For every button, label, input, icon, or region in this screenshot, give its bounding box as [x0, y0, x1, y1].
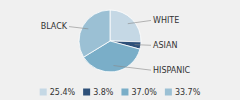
leader-line — [113, 66, 151, 71]
pie-slice — [79, 10, 110, 57]
leader-line — [128, 20, 151, 23]
legend: 25.4% 3.8% 37.0% 33.7% — [40, 88, 201, 97]
leader-line — [135, 44, 151, 46]
legend-swatch — [121, 89, 128, 96]
slice-labels: WHITE ASIAN HISPANIC BLACK — [41, 16, 191, 75]
legend-label: 3.8% — [93, 88, 114, 97]
slice-label: WHITE — [153, 16, 179, 25]
chart: WHITE ASIAN HISPANIC BLACK 25.4% 3.8% 37.0% 33.… — [0, 0, 240, 100]
legend-swatch — [40, 89, 47, 96]
pie-slice — [110, 10, 141, 42]
legend-swatch — [83, 89, 90, 96]
chart-container: WHITE ASIAN HISPANIC BLACK 25.4% 3.8% 37.0% 33.… — [0, 0, 240, 100]
slice-label: BLACK — [41, 22, 68, 31]
legend-label: 33.7% — [175, 88, 201, 97]
slice-label: HISPANIC — [153, 66, 191, 75]
slice-label: ASIAN — [153, 41, 177, 50]
slices — [79, 10, 141, 72]
legend-label: 37.0% — [131, 88, 157, 97]
leader-line — [69, 27, 88, 29]
legend-swatch — [165, 89, 172, 96]
legend-label: 25.4% — [50, 88, 76, 97]
